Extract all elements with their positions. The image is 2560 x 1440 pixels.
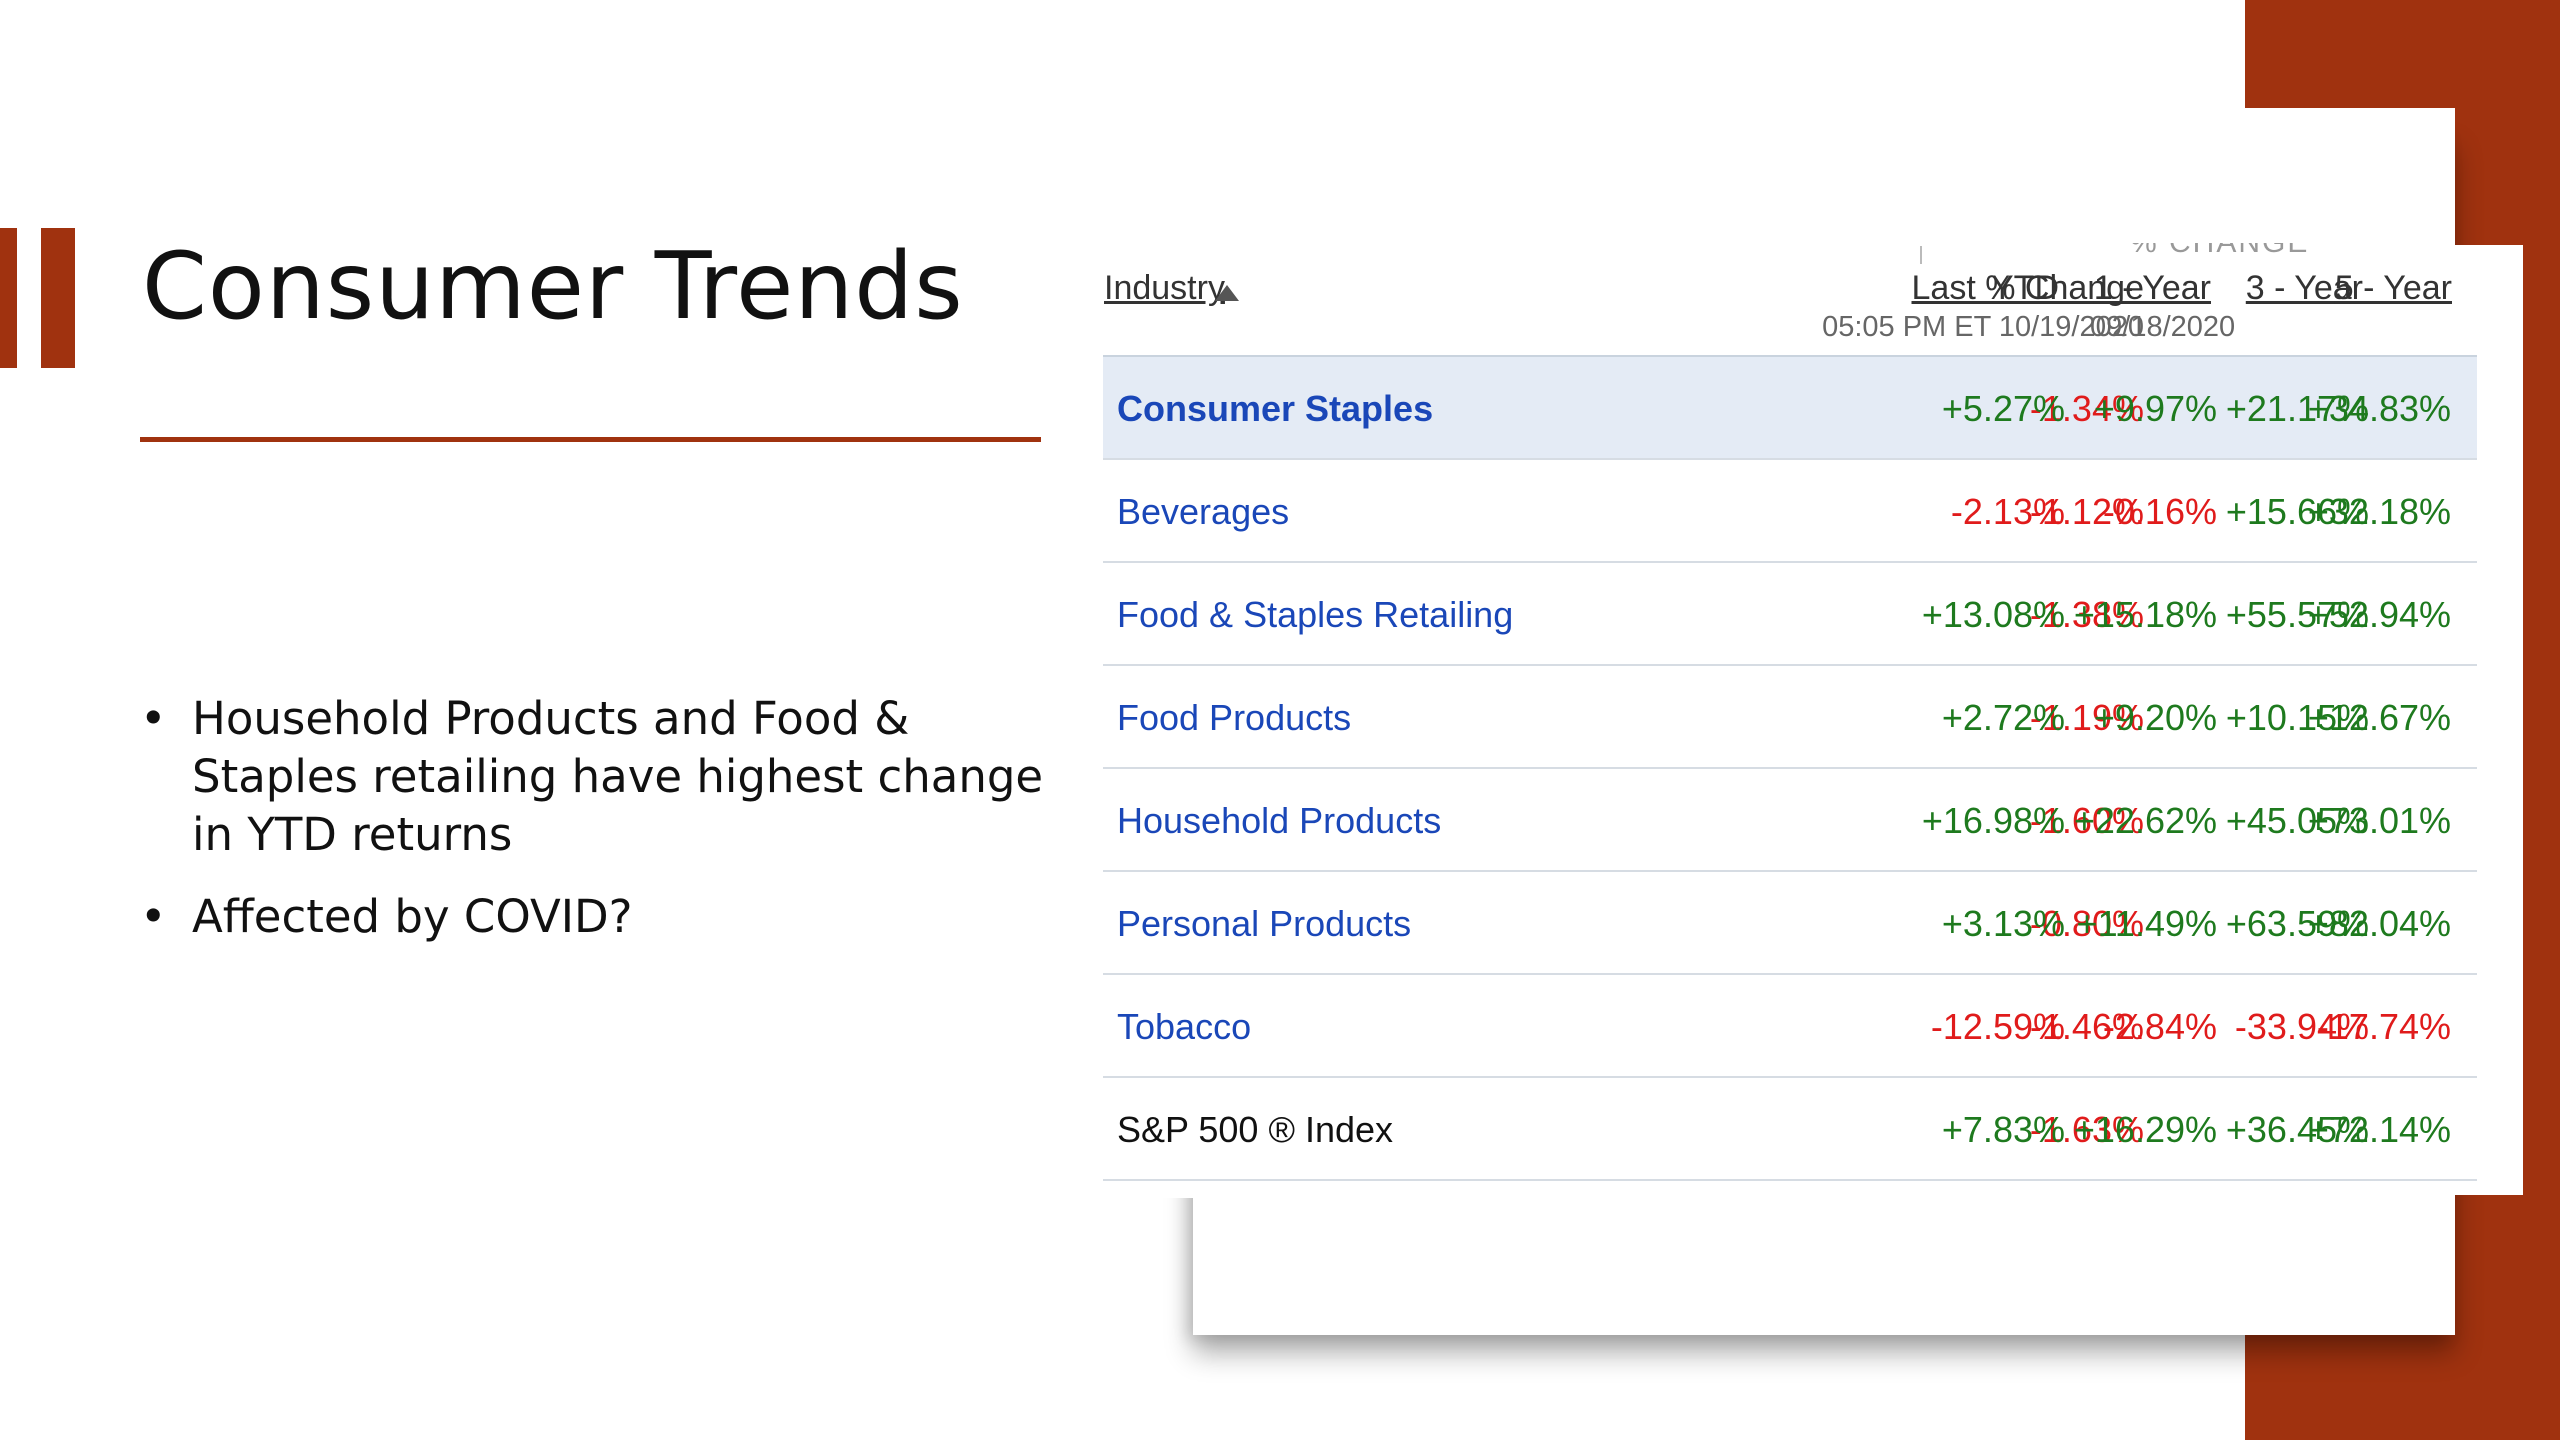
industry-link[interactable]: Food Products [1117, 697, 1352, 738]
table-row: S&P 500 ® Index -1.63% +7.83% +16.29% +3… [1103, 1078, 2477, 1181]
ytd-cell: -12.59% [1930, 1006, 2065, 1047]
ytd-cell: +2.72% [1941, 697, 2065, 738]
one-year-cell: +16.29% [2073, 1109, 2217, 1150]
table-row: Beverages -1.12% -2.13% -0.16% +15.66% +… [1103, 460, 2477, 563]
ytd-cell: +5.27% [1941, 388, 2065, 429]
one-year-cell: +9.97% [2093, 388, 2217, 429]
ytd-cell: +3.13% [1941, 903, 2065, 944]
five-year-cell: +32.18% [2307, 491, 2451, 532]
last-change-cell: -1.46% [2029, 1006, 2144, 1047]
table-row: Food Products -1.19% +2.72% +9.20% +10.1… [1103, 666, 2477, 769]
table-row: Household Products -1.60% +16.98% +22.62… [1103, 769, 2477, 872]
accent-bar-left-thick [41, 228, 75, 368]
last-change-cell: -1.19% [2029, 697, 2144, 738]
three-year-cell: +36.45% [2225, 1109, 2369, 1150]
three-year-column-header[interactable]: 3 - Year [2245, 269, 2363, 307]
last-change-cell: -0.80% [2029, 903, 2144, 944]
one-year-column-header[interactable]: 1 - Year [2093, 269, 2211, 307]
last-change-column-header[interactable]: Last % Change [1911, 269, 2145, 307]
industry-table: Consumer Staples -1.34% +5.27% +9.97% +2… [1103, 355, 2477, 1181]
industry-link[interactable]: Beverages [1117, 491, 1290, 532]
three-year-cell: +10.15% [2225, 697, 2369, 738]
slide-title: Consumer Trends [142, 232, 964, 340]
ytd-cell: +7.83% [1941, 1109, 2065, 1150]
table-row: Tobacco -1.46% -12.59% -2.84% -33.94% -1… [1103, 975, 2477, 1078]
industry-link[interactable]: Tobacco [1117, 1006, 1252, 1047]
header-divider [1920, 246, 1922, 264]
industry-column-header[interactable]: Industry [1104, 269, 1225, 307]
bullet-icon: • [140, 692, 167, 745]
one-year-cell: +15.18% [2073, 594, 2217, 635]
change-group-label: % CHANGE [2130, 243, 2309, 260]
bullet-text: Affected by COVID? [192, 890, 633, 943]
industry-link[interactable]: Food & Staples Retailing [1117, 594, 1514, 635]
five-year-cell: +73.01% [2307, 800, 2451, 841]
title-underline [140, 437, 1041, 442]
three-year-cell: -33.94% [2234, 1006, 2369, 1047]
table-row: Personal Products -0.80% +3.13% +11.49% … [1103, 872, 2477, 975]
three-year-cell: +45.05% [2225, 800, 2369, 841]
industry-link[interactable]: Personal Products [1117, 903, 1412, 944]
one-year-cell: +9.20% [2093, 697, 2217, 738]
five-year-cell: +52.94% [2307, 594, 2451, 635]
accent-bar-left-thin [0, 228, 17, 368]
last-change-cell: -1.38% [2029, 594, 2144, 635]
ytd-cell: +16.98% [1921, 800, 2065, 841]
sort-ascending-icon[interactable] [1215, 285, 1239, 301]
three-year-cell: +63.59% [2225, 903, 2369, 944]
industry-link[interactable]: Household Products [1117, 800, 1442, 841]
last-change-cell: -1.34% [2029, 388, 2144, 429]
last-change-cell: -1.60% [2029, 800, 2144, 841]
five-year-cell: -17.74% [2316, 1006, 2451, 1047]
five-year-cell: +72.14% [2307, 1109, 2451, 1150]
bullet-icon: • [140, 890, 167, 943]
ytd-cell: +13.08% [1921, 594, 2065, 635]
ytd-cell: -2.13% [1950, 491, 2065, 532]
three-year-cell: +55.57% [2225, 594, 2369, 635]
one-year-cell: -0.16% [2102, 491, 2217, 532]
ytd-column-header[interactable]: YTD [1991, 269, 2059, 307]
bullet-item: • Affected by COVID? [140, 888, 1070, 946]
three-year-cell: +15.66% [2225, 491, 2369, 532]
five-year-cell: +34.83% [2307, 388, 2451, 429]
table-header: Industry Last % Change YTD 1 - Year 3 - … [1103, 263, 2477, 355]
bullet-item: • Household Products and Food & Staples r… [140, 690, 1070, 864]
one-year-cell: +22.62% [2073, 800, 2217, 841]
bullet-text: Household Products and Food & Staples re… [192, 692, 1044, 861]
index-label: S&P 500 ® Index [1117, 1109, 1394, 1150]
five-year-cell: +12.67% [2307, 697, 2451, 738]
three-year-cell: +21.17% [2225, 388, 2369, 429]
five-year-cell: +82.04% [2307, 903, 2451, 944]
table-row: Food & Staples Retailing -1.38% +13.08% … [1103, 563, 2477, 666]
bullet-list: • Household Products and Food & Staples r… [140, 690, 1070, 970]
industry-link[interactable]: Consumer Staples [1117, 388, 1434, 429]
five-year-column-header[interactable]: 5 - Year [2334, 269, 2452, 307]
one-year-cell: +11.49% [2076, 903, 2217, 944]
last-change-timestamp: 05:05 PM ET 10/19/2020 [1822, 311, 2144, 343]
last-change-cell: -1.63% [2029, 1109, 2144, 1150]
table-row: Consumer Staples -1.34% +5.27% +9.97% +2… [1103, 357, 2477, 460]
period-date: 09/18/2020 [2090, 311, 2236, 343]
one-year-cell: -2.84% [2102, 1006, 2217, 1047]
last-change-cell: -1.12% [2029, 491, 2144, 532]
screenshot-card-top [1105, 108, 2455, 1198]
